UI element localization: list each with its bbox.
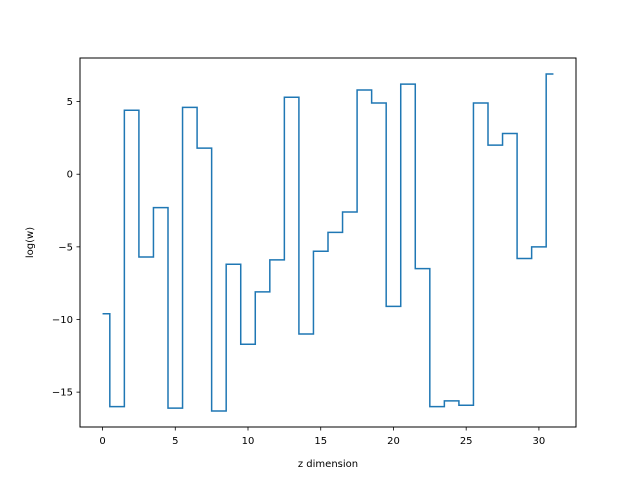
x-tick-label: 0	[99, 436, 105, 447]
y-tick-label: 0	[67, 170, 73, 181]
x-tick-label: 20	[387, 436, 400, 447]
x-tick-label: 15	[314, 436, 327, 447]
y-axis-label: log(w)	[25, 227, 36, 258]
y-tick-label: −15	[52, 388, 73, 399]
x-tick-label: 25	[460, 436, 473, 447]
x-tick-label: 30	[533, 436, 546, 447]
x-tick-label: 5	[172, 436, 178, 447]
y-tick-label: −10	[52, 315, 73, 326]
x-axis-label: z dimension	[298, 459, 358, 470]
x-tick-label: 10	[242, 436, 255, 447]
y-tick-label: −5	[58, 242, 73, 253]
y-tick-label: 5	[67, 97, 73, 108]
